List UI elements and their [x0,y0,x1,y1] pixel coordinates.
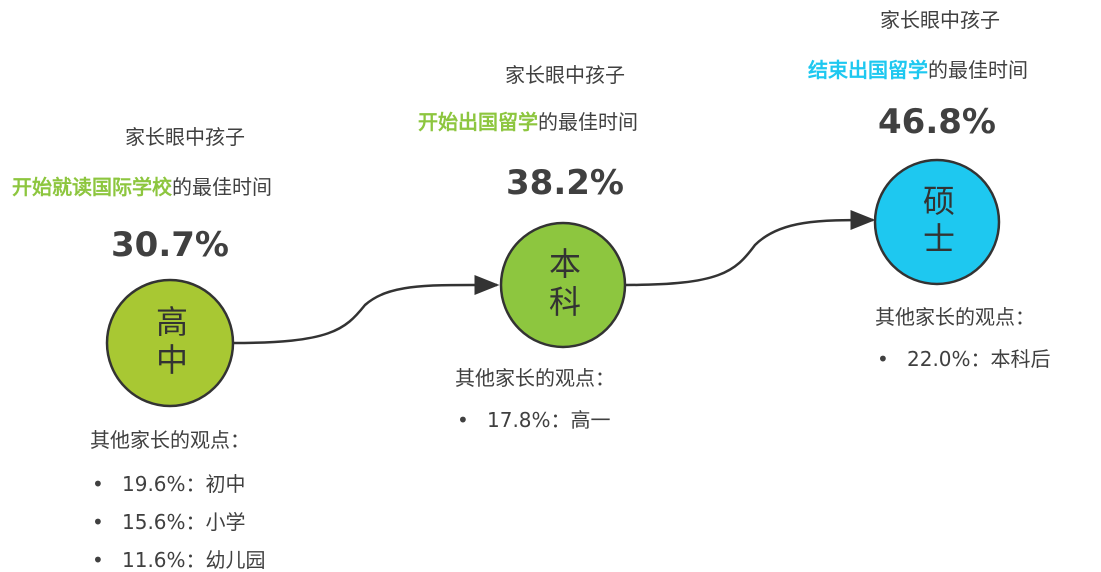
others-title: 其他家长的观点： [455,366,615,390]
suffix: 的最佳时间 [172,175,272,199]
percent: 38.2% [506,163,624,203]
bullet: • [92,510,104,534]
intro: 家长眼中孩子 [125,125,245,149]
other-item: 15.6%：小学 [122,510,246,534]
bullet: • [877,347,889,371]
circle [873,158,1001,286]
other-item: 19.6%：初中 [122,472,246,496]
highlight: 开始出国留学 [418,110,538,134]
bullet: • [92,548,104,572]
headline: 开始出国留学的最佳时间 [418,110,638,134]
suffix: 的最佳时间 [538,110,638,134]
arrow [624,210,876,287]
arrow [232,274,500,345]
others-title: 其他家长的观点： [90,428,250,452]
intro: 家长眼中孩子 [505,63,625,87]
headline: 开始就读国际学校的最佳时间 [12,175,272,199]
percent: 46.8% [878,102,996,142]
bullet: • [457,408,469,432]
circle-label: 高中 [151,305,189,381]
other-item: 22.0%：本科后 [907,347,1051,371]
other-item: 17.8%：高一 [487,408,611,432]
others-title: 其他家长的观点： [875,305,1035,329]
circle [499,221,627,349]
headline: 结束出国留学的最佳时间 [808,58,1028,82]
percent: 30.7% [111,225,229,265]
other-item: 11.6%：幼儿园 [122,548,266,572]
intro: 家长眼中孩子 [880,8,1000,32]
suffix: 的最佳时间 [928,58,1028,82]
circle-label: 硕士 [918,184,956,260]
circle-label: 本科 [544,247,582,323]
bullet: • [92,472,104,496]
circle [105,278,235,408]
highlight: 结束出国留学 [808,58,928,82]
highlight: 开始就读国际学校 [12,175,172,199]
